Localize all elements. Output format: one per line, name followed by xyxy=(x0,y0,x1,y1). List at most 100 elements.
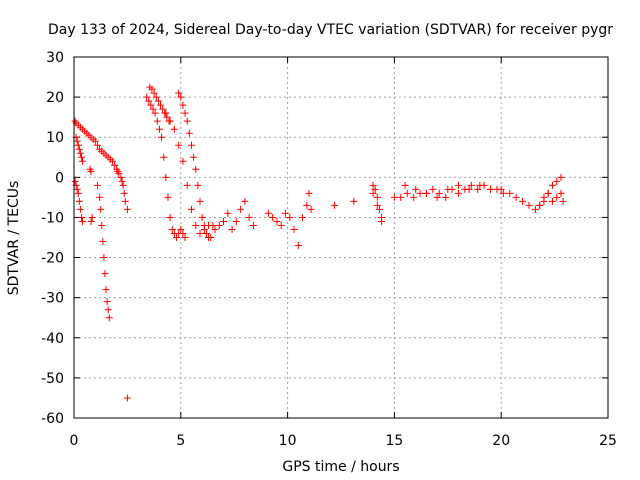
data-point xyxy=(155,125,163,133)
data-point xyxy=(98,221,106,229)
data-point xyxy=(150,89,158,97)
data-point xyxy=(73,185,81,193)
data-point xyxy=(166,117,174,125)
y-tick-label: 0 xyxy=(55,170,64,186)
data-point xyxy=(159,105,167,113)
data-point xyxy=(536,201,544,209)
data-point xyxy=(163,113,171,121)
data-point xyxy=(154,97,162,105)
data-point xyxy=(177,225,185,233)
data-point xyxy=(305,189,313,197)
data-point xyxy=(277,221,285,229)
data-point xyxy=(373,193,381,201)
data-point xyxy=(299,213,307,221)
data-point xyxy=(371,185,379,193)
data-point xyxy=(412,185,420,193)
data-point xyxy=(444,185,452,193)
data-point xyxy=(506,189,514,197)
data-point xyxy=(531,205,539,213)
data-point xyxy=(465,185,473,193)
data-point xyxy=(373,201,381,209)
data-point xyxy=(96,193,104,201)
chart-title: Day 133 of 2024, Sidereal Day-to-day VTE… xyxy=(48,22,613,38)
data-point xyxy=(198,213,206,221)
data-point xyxy=(93,181,101,189)
data-point xyxy=(148,85,156,93)
data-point xyxy=(151,109,159,117)
data-point xyxy=(512,193,520,201)
data-point xyxy=(160,153,168,161)
data-point xyxy=(93,141,101,149)
data-point xyxy=(183,181,191,189)
data-point xyxy=(350,197,358,205)
y-tick-label: -20 xyxy=(41,251,64,267)
y-tick-label: 10 xyxy=(46,130,64,146)
data-point xyxy=(553,177,561,185)
data-point xyxy=(540,193,548,201)
y-tick-label: 30 xyxy=(46,50,64,66)
data-point xyxy=(79,217,87,225)
y-tick-label: -50 xyxy=(41,371,64,387)
data-points xyxy=(71,83,567,402)
data-point xyxy=(179,229,187,237)
x-tick-label: 25 xyxy=(599,433,617,449)
data-point xyxy=(525,201,533,209)
data-point xyxy=(264,209,272,217)
data-point xyxy=(87,217,95,225)
data-point xyxy=(87,167,95,175)
data-point xyxy=(170,125,178,133)
data-point xyxy=(190,153,198,161)
data-point xyxy=(474,185,482,193)
data-point xyxy=(177,93,185,101)
data-point xyxy=(77,153,85,161)
data-point xyxy=(119,181,127,189)
data-point xyxy=(390,193,398,201)
data-point xyxy=(71,177,79,185)
data-point xyxy=(196,229,204,237)
data-point xyxy=(220,217,228,225)
data-point xyxy=(369,189,377,197)
data-point xyxy=(215,221,223,229)
data-point xyxy=(149,105,157,113)
data-point xyxy=(209,221,217,229)
data-point xyxy=(164,193,172,201)
y-tick-label: 20 xyxy=(46,90,64,106)
data-point xyxy=(181,109,189,117)
y-tick-label: -40 xyxy=(41,331,64,347)
data-point xyxy=(76,149,84,157)
data-point xyxy=(435,189,443,197)
data-point xyxy=(422,189,430,197)
data-point xyxy=(153,117,161,125)
data-point xyxy=(102,286,110,294)
data-point xyxy=(228,225,236,233)
data-point xyxy=(175,141,183,149)
data-point xyxy=(487,185,495,193)
data-point xyxy=(237,205,245,213)
data-point xyxy=(111,161,119,169)
data-point xyxy=(115,169,123,177)
data-point xyxy=(166,213,174,221)
data-point xyxy=(294,242,302,250)
data-point xyxy=(249,221,257,229)
data-point xyxy=(224,209,232,217)
data-point xyxy=(168,225,176,233)
data-point xyxy=(73,137,81,145)
data-point xyxy=(162,173,170,181)
data-point xyxy=(378,213,386,221)
data-point xyxy=(245,213,253,221)
data-point xyxy=(181,234,189,241)
data-point xyxy=(104,306,112,314)
data-point xyxy=(303,201,311,209)
data-point xyxy=(158,133,166,141)
data-point xyxy=(331,201,339,209)
data-point xyxy=(548,181,556,189)
data-point xyxy=(121,197,129,205)
data-point xyxy=(286,213,294,221)
data-point xyxy=(75,197,83,205)
data-point xyxy=(454,189,462,197)
data-point xyxy=(183,117,191,125)
data-point xyxy=(192,165,200,173)
data-point xyxy=(497,185,505,193)
data-point xyxy=(369,181,377,189)
